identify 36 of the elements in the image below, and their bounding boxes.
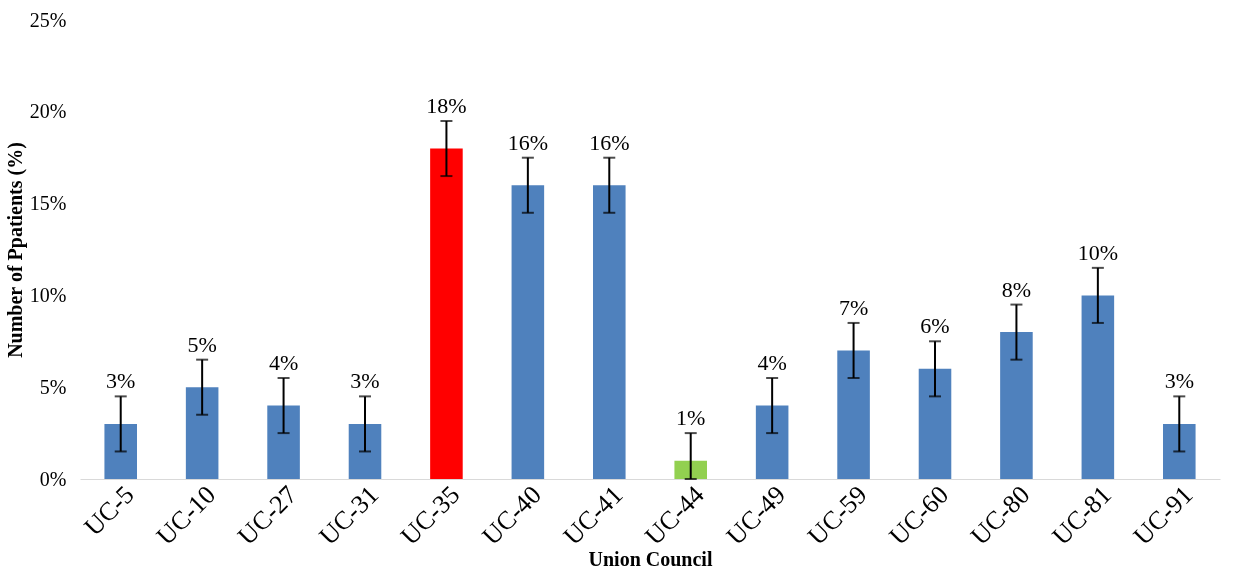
bar — [918, 368, 952, 479]
bar — [674, 460, 707, 479]
data-label: 3% — [106, 368, 136, 394]
bar — [593, 185, 626, 479]
bar — [104, 423, 137, 479]
data-label: 10% — [1077, 239, 1119, 265]
bar — [1081, 295, 1115, 479]
data-label: 7% — [838, 294, 869, 320]
data-label: 8% — [1001, 276, 1032, 302]
bar — [430, 148, 463, 479]
x-axis-title: Union Council — [588, 547, 713, 570]
data-label: 5% — [187, 331, 217, 357]
y-tick-label: 20% — [29, 100, 67, 123]
y-tick-label: 25% — [29, 8, 67, 31]
data-label: 1% — [676, 405, 706, 431]
data-label: 16% — [507, 129, 549, 155]
data-label: 3% — [1164, 368, 1194, 394]
bar — [511, 185, 545, 479]
bar — [267, 405, 300, 479]
data-label: 18% — [426, 92, 467, 118]
data-label: 3% — [350, 368, 380, 394]
data-label: 4% — [757, 350, 787, 376]
data-label: 4% — [268, 350, 299, 376]
y-axis-title: Number of Ppatients (%) — [3, 142, 27, 358]
y-tick-label: 10% — [29, 283, 67, 306]
data-label: 16% — [589, 129, 630, 155]
y-tick-label: 5% — [39, 375, 67, 398]
bar — [1000, 332, 1033, 479]
bar — [185, 387, 219, 479]
bar — [755, 405, 789, 479]
y-tick-label: 15% — [29, 192, 67, 215]
bar — [348, 423, 382, 479]
bar — [837, 350, 870, 479]
bar — [1163, 423, 1196, 479]
data-label: 6% — [920, 313, 950, 339]
y-tick-label: 0% — [39, 467, 67, 490]
